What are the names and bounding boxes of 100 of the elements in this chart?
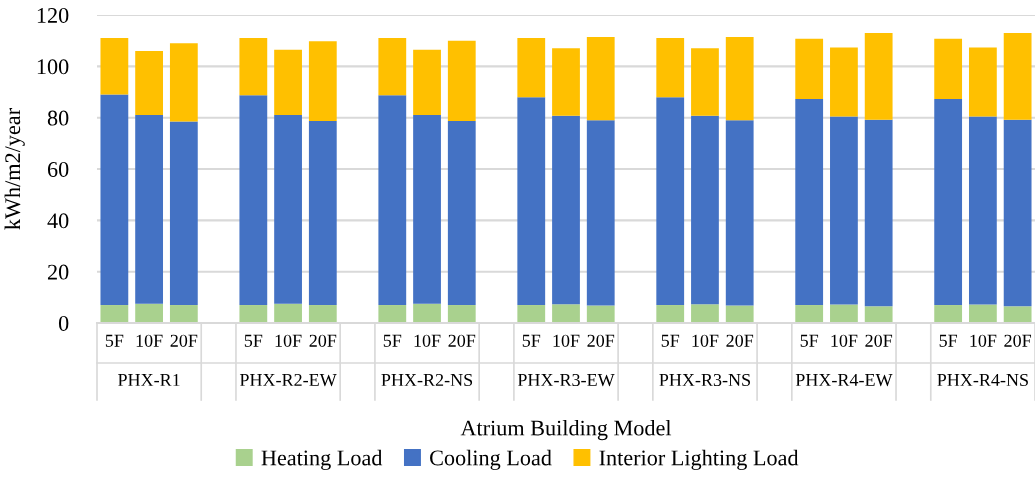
bar [413,115,441,304]
bar [691,115,719,305]
x-tick-label: 20F [726,334,754,347]
x-tick-label: 20F [448,334,476,347]
bar [100,38,129,95]
bar [968,47,997,117]
bar [274,115,302,304]
bar [830,116,858,305]
x-tick-label: 5F [939,334,958,347]
bar [447,121,476,306]
bar [239,38,268,96]
text: PHX-R4-NS [937,373,1028,387]
bar [239,305,268,323]
bar [586,120,615,306]
x-tick-label: 10F [136,334,163,347]
bar [308,305,337,323]
bar [308,121,337,306]
bar [100,94,129,306]
y-tick-label: 0 [58,315,69,331]
x-tick-label: 5F [105,334,124,347]
x-tick-label: 20F [1004,334,1032,347]
y-tick-label: 40 [47,213,69,229]
bar [830,304,858,323]
bar [1003,306,1032,323]
bar [135,50,164,116]
bar [691,48,719,116]
x-tick-label: 5F [383,334,402,347]
bar [795,305,824,323]
bar [274,303,302,323]
y-tick-label: 60 [47,161,69,177]
y-axis-title: kWh/m2/year [4,108,25,230]
bar [517,38,546,98]
bar [552,115,580,305]
legend-label: Heating Load [261,449,383,470]
bar [725,37,754,121]
x-tick-label: 10F [553,334,580,347]
bar [239,95,268,306]
x-tick-label: 5F [800,334,819,347]
x-tick-label: 20F [587,334,615,347]
bar [1003,119,1032,307]
bar [656,38,685,98]
bar [934,305,963,323]
bar [413,303,441,323]
text: PHX-R2-NS [381,373,473,387]
bar [517,97,546,306]
bar [552,304,580,323]
bar [552,48,580,116]
bar [169,43,198,122]
bar [378,38,407,96]
bar [864,32,893,120]
x-tick-label: 20F [865,334,893,347]
x-tick-label: 20F [309,334,337,347]
bar [968,304,997,323]
legend-label: Interior Lighting Load [599,449,799,470]
bar [308,41,337,121]
bar [864,306,893,323]
y-tick-label: 100 [37,59,69,75]
bar [725,305,754,323]
bar [656,305,685,323]
x-tick-label: 5F [522,334,541,347]
y-tick-label: 20 [47,264,69,280]
y-tick-label: 80 [47,110,69,126]
x-axis-title: Atrium Building Model [460,419,672,441]
bar [378,305,407,323]
x-tick-label: 10F [692,334,719,347]
text: PHX-R2-EW [239,373,337,387]
bar [691,304,719,323]
x-tick-label: 5F [661,334,680,347]
bar [378,95,407,306]
x-tick-label: 20F [170,334,198,347]
bar [1003,32,1032,120]
bar [830,47,858,117]
x-tick-label: 10F [831,334,858,347]
text: PHX-R3-NS [659,373,750,387]
bar [274,49,302,116]
bar [968,116,997,305]
bar [135,115,164,304]
bar [517,305,546,323]
x-tick-label: 10F [970,334,997,347]
text: PHX-R3-EW [517,373,615,387]
x-tick-label: 10F [414,334,441,347]
bar [586,305,615,323]
x-tick-label: 10F [275,334,302,347]
bar [169,121,198,306]
bar [795,38,824,99]
bar [169,305,198,323]
legend-label: Cooling Load [430,449,552,470]
y-tick-label: 120 [37,7,69,23]
bar [656,97,685,306]
bar [864,119,893,307]
bar [413,49,441,116]
bar [135,303,164,323]
bar [100,305,129,323]
bar [934,38,963,99]
bar [725,120,754,306]
bar [447,305,476,323]
text: PHX-R1 [118,373,180,386]
x-tick-label: 5F [244,334,263,347]
text: PHX-R4-EW [795,373,893,387]
bar [934,98,963,306]
